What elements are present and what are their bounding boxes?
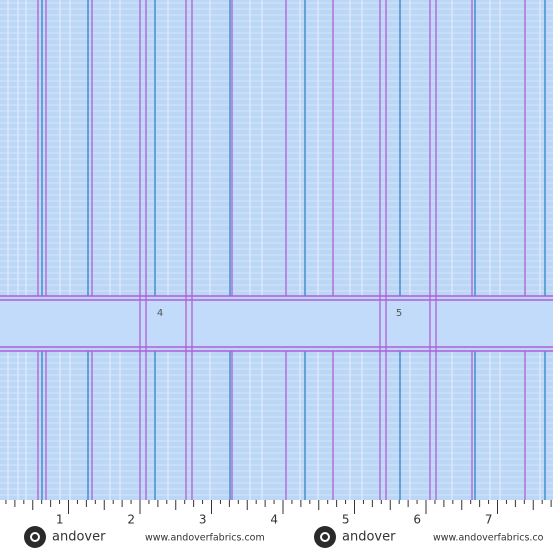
- ruler-number: 6: [413, 513, 421, 527]
- ruler-number: 3: [199, 513, 207, 527]
- ruler-number: 1: [56, 513, 64, 527]
- footer: [0, 500, 553, 553]
- url: www.andoverfabrics.com: [145, 533, 265, 544]
- logo-mark: [314, 526, 336, 548]
- stripes: [7, 0, 546, 500]
- band-label: 5: [396, 308, 402, 319]
- logo-mark: [24, 526, 46, 548]
- fabric-texture: [0, 0, 553, 296]
- fabric-texture: [0, 351, 553, 500]
- url: www.andoverfabrics.co: [433, 533, 544, 544]
- logo-mark: [320, 532, 330, 542]
- brand: andover: [342, 530, 396, 545]
- ruler-number: 2: [127, 513, 135, 527]
- brand: andover: [52, 530, 106, 545]
- band-label: 4: [157, 308, 163, 319]
- band-lines: [0, 295, 553, 352]
- logo-mark: [30, 532, 40, 542]
- fabric-band: [0, 300, 553, 347]
- ruler-number: 4: [270, 513, 278, 527]
- ruler-number: 5: [342, 513, 350, 527]
- ruler-number: 7: [485, 513, 493, 527]
- ruler: 1 2 3 4 5 6 7: [5, 500, 552, 527]
